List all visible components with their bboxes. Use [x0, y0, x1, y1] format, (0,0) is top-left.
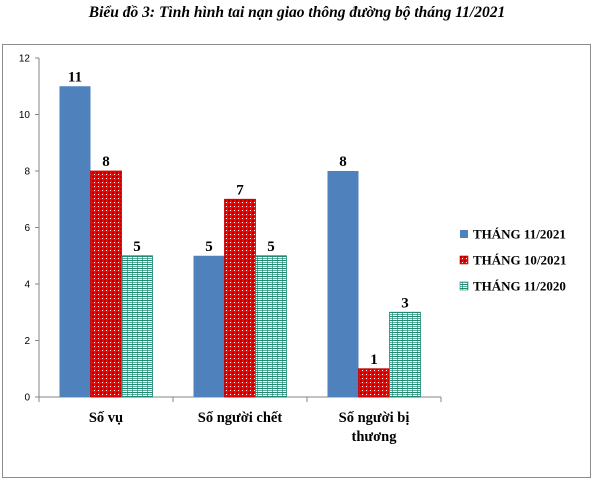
data-label: 8: [339, 154, 347, 170]
legend-label: THÁNG 11/2020: [473, 279, 566, 294]
legend-label: THÁNG 10/2021: [473, 253, 567, 268]
y-tick-label: 12: [19, 54, 31, 65]
y-tick-label: 8: [24, 167, 30, 178]
data-label: 5: [205, 239, 213, 255]
data-label: 3: [401, 295, 409, 311]
y-tick-label: 2: [24, 336, 30, 347]
data-label: 5: [267, 239, 275, 255]
data-label: 8: [102, 154, 110, 170]
bar: [255, 255, 287, 398]
bar: [389, 311, 421, 398]
bar: [358, 368, 390, 398]
data-label: 5: [133, 239, 141, 255]
y-tick-label: 0: [24, 393, 30, 404]
bar: [193, 255, 225, 397]
x-category-label: Số người chết: [198, 410, 283, 426]
legend-swatch: [459, 255, 469, 265]
bar: [59, 86, 91, 397]
y-tick-label: 10: [19, 110, 31, 121]
x-category-label: Số vụ: [89, 410, 123, 426]
bar: [121, 255, 153, 398]
x-category-label: thương: [352, 429, 398, 445]
bar: [90, 170, 122, 398]
legend-swatch: [459, 281, 469, 291]
legend-swatch: [460, 230, 468, 238]
bar: [327, 171, 359, 397]
data-label: 7: [236, 182, 244, 198]
bar: [224, 198, 256, 398]
chart-frame: [2, 44, 591, 478]
data-label: 11: [68, 69, 82, 85]
y-tick-label: 6: [24, 223, 30, 234]
x-category-label: Số người bị: [339, 410, 410, 426]
chart-title: Biểu đồ 3: Tình hình tai nạn giao thông …: [88, 4, 506, 21]
legend-label: THÁNG 11/2021: [473, 227, 566, 242]
data-label: 1: [370, 352, 378, 368]
y-tick-label: 4: [24, 280, 30, 291]
